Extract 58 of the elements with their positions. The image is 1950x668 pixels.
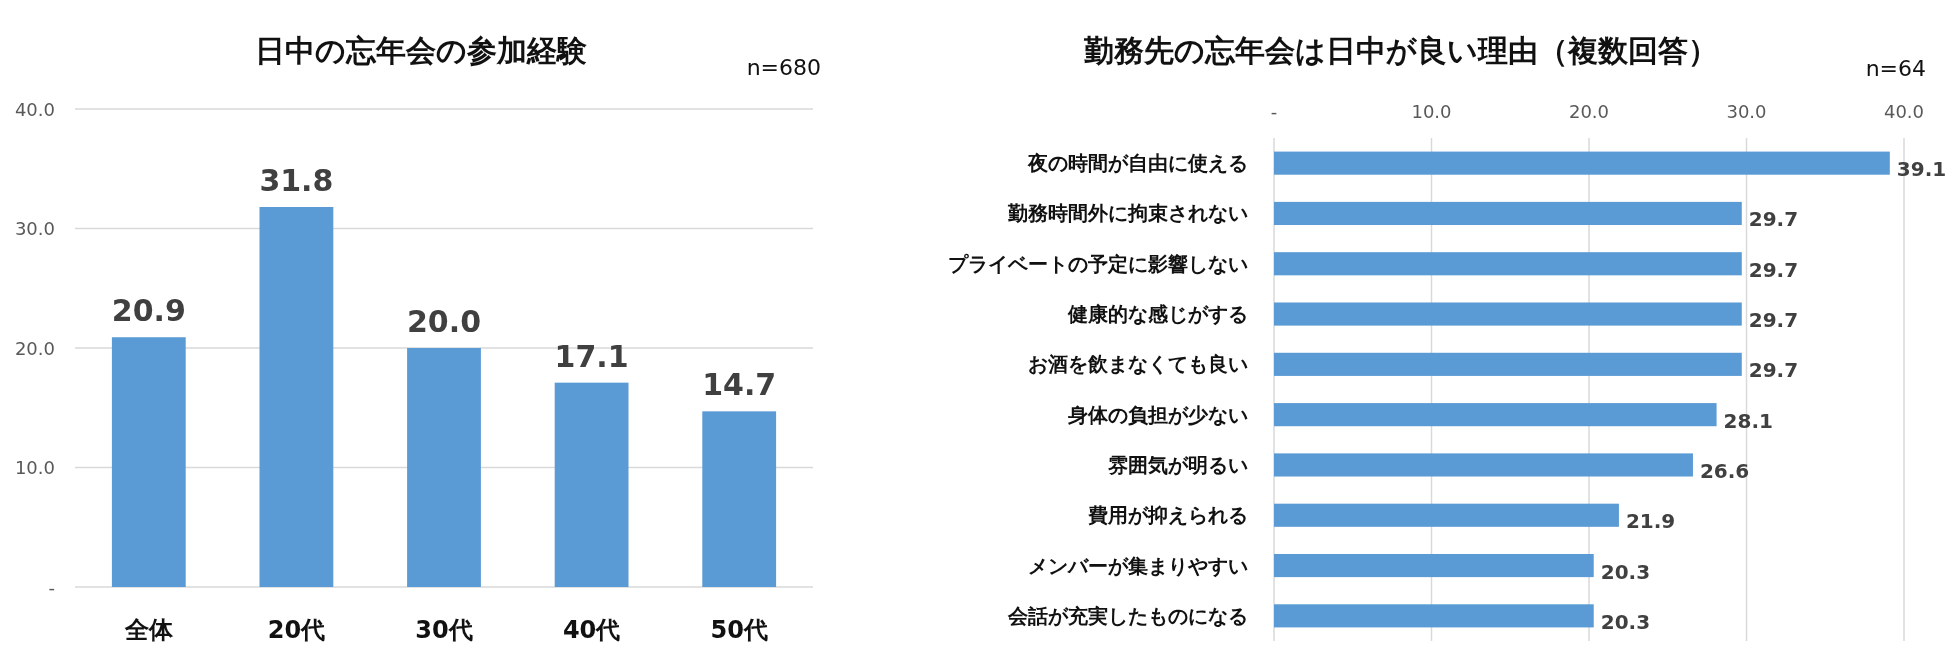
y-tick-label: 費用が抑えられる bbox=[1087, 503, 1248, 528]
y-tick-label: 10.0 bbox=[14, 457, 55, 478]
y-tick-label: お酒を飲まなくても良い bbox=[1028, 352, 1248, 377]
bar bbox=[259, 206, 334, 587]
bar bbox=[1274, 403, 1717, 427]
bar bbox=[111, 337, 186, 587]
x-tick-label: 40代 bbox=[562, 616, 621, 644]
x-tick-label: 30代 bbox=[415, 616, 473, 644]
bar bbox=[1274, 201, 1742, 226]
x-tick-label: 10.0 bbox=[1411, 100, 1452, 122]
data-label: 28.1 bbox=[1723, 408, 1773, 433]
data-label: 20.3 bbox=[1600, 609, 1651, 634]
bar bbox=[1274, 604, 1594, 628]
data-label: 31.8 bbox=[259, 162, 334, 198]
bar bbox=[1274, 252, 1742, 276]
x-tick-label: - bbox=[1270, 100, 1278, 122]
bar bbox=[407, 348, 481, 587]
data-label: 39.1 bbox=[1896, 157, 1947, 182]
data-label: 29.7 bbox=[1748, 257, 1799, 282]
x-tick-label: 20.0 bbox=[1568, 100, 1610, 122]
y-tick-label: 20.0 bbox=[14, 337, 55, 359]
x-tick-label: 40.0 bbox=[1883, 100, 1925, 122]
x-tick-label: 全体 bbox=[123, 616, 174, 644]
bar bbox=[702, 411, 777, 587]
text: n=680 bbox=[746, 54, 821, 80]
chart-title: 勤務先の忘年会は日中が良い理由（複数回答） bbox=[1083, 32, 1718, 68]
x-tick-label: 50代 bbox=[710, 616, 768, 644]
y-tick-label: 身体の負担が少ない bbox=[1067, 402, 1248, 427]
chart-title: 日中の忘年会の参加経験 bbox=[255, 32, 587, 68]
data-label: 20.9 bbox=[111, 293, 186, 329]
y-tick-label: プライベートの予定に影響しない bbox=[948, 251, 1248, 276]
x-tick-label: 30.0 bbox=[1726, 100, 1767, 122]
bar bbox=[1274, 503, 1619, 527]
data-label: 29.7 bbox=[1748, 308, 1799, 333]
y-tick-label: 勤務時間外に拘束されない bbox=[1007, 201, 1248, 226]
bar bbox=[1274, 453, 1693, 477]
y-tick-label: 健康的な感じがする bbox=[1067, 302, 1248, 327]
data-label: 20.0 bbox=[406, 304, 482, 339]
data-label: 29.7 bbox=[1748, 358, 1799, 383]
data-label: 17.1 bbox=[554, 338, 629, 374]
data-label: 29.7 bbox=[1748, 207, 1799, 232]
x-tick-label: 20代 bbox=[267, 616, 326, 644]
bar bbox=[1274, 151, 1890, 175]
data-label: 14.7 bbox=[702, 367, 777, 403]
bar bbox=[554, 382, 629, 587]
y-tick-label: - bbox=[48, 576, 55, 598]
bar bbox=[1274, 302, 1742, 326]
bar bbox=[1274, 553, 1594, 578]
y-tick-label: 会話が充実したものになる bbox=[1007, 603, 1248, 628]
text: n=64 bbox=[1865, 55, 1926, 81]
y-tick-label: メンバーが集まりやすい bbox=[1028, 553, 1248, 578]
data-label: 21.9 bbox=[1625, 509, 1676, 534]
data-label: 20.3 bbox=[1600, 559, 1651, 584]
bar bbox=[1274, 352, 1742, 376]
y-tick-label: 夜の時間が自由に使える bbox=[1027, 151, 1248, 176]
y-tick-label: 雰囲気が明るい bbox=[1108, 452, 1248, 477]
y-tick-label: 30.0 bbox=[14, 218, 55, 239]
data-label: 26.6 bbox=[1699, 458, 1750, 483]
